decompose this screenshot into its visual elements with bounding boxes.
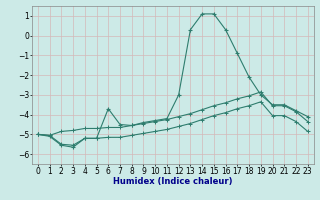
X-axis label: Humidex (Indice chaleur): Humidex (Indice chaleur) [113, 177, 233, 186]
